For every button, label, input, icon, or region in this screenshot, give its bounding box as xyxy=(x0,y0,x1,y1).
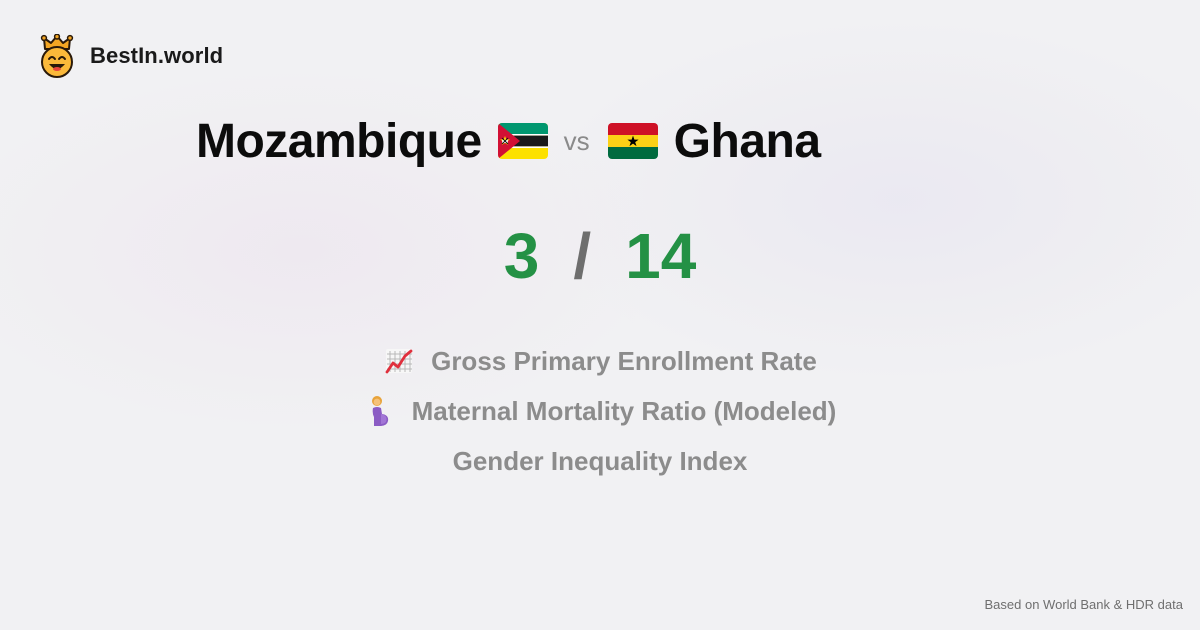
left-country-name: Mozambique xyxy=(196,114,482,168)
ghana-flag-icon xyxy=(607,123,658,159)
metric-item-enrollment: Gross Primary Enrollment Rate xyxy=(383,336,817,386)
comparison-title: Mozambique vs Ghana xyxy=(196,110,821,172)
left-score: 3 xyxy=(503,220,540,292)
metric-item-gender-inequality: Gender Inequality Index xyxy=(453,436,748,486)
right-score: 14 xyxy=(625,220,697,292)
brand[interactable]: BestIn.world xyxy=(38,34,223,78)
score: 3 / 14 xyxy=(0,216,1200,296)
chart-increasing-icon xyxy=(385,349,413,374)
metric-item-maternal-mortality: Maternal Mortality Ratio (Modeled) xyxy=(364,386,837,436)
mozambique-flag-icon xyxy=(497,123,548,159)
brand-name: BestIn.world xyxy=(90,43,224,68)
score-separator: / xyxy=(573,220,592,292)
pregnant-woman-icon xyxy=(371,396,388,426)
metric-label: Gross Primary Enrollment Rate xyxy=(431,345,817,376)
right-country-name: Ghana xyxy=(673,114,821,168)
data-source-note: Based on World Bank & HDR data xyxy=(984,597,1183,612)
vs-label: vs xyxy=(563,125,590,156)
metric-label: Maternal Mortality Ratio (Modeled) xyxy=(411,395,837,426)
metric-label: Gender Inequality Index xyxy=(452,445,748,476)
metric-list: Gross Primary Enrollment Rate Maternal M… xyxy=(0,336,1200,486)
smiling-face-with-crown-icon xyxy=(40,34,74,78)
